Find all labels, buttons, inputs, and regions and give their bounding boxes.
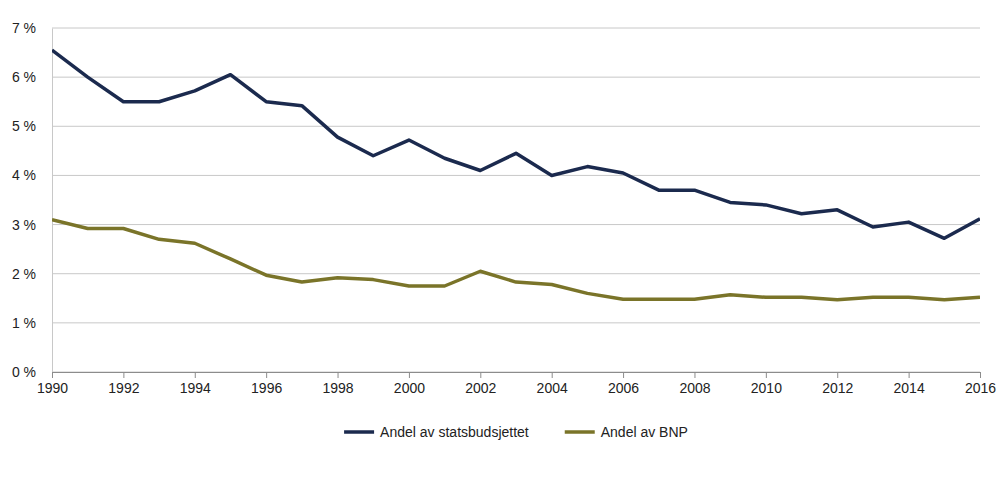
grid-line [52,224,980,225]
y-tick: 5 % [12,118,52,134]
y-tick: 6 % [12,69,52,85]
y-tick: 1 % [12,315,52,331]
y-tick-label: 2 % [12,266,36,282]
x-tick-mark [409,372,410,378]
x-tick-label: 2004 [537,380,568,396]
x-tick: 1996 [251,372,282,396]
grid-line [52,175,980,176]
x-tick: 2002 [465,372,496,396]
x-tick-label: 2012 [822,380,853,396]
chart: 0 % 1 % 2 % 3 % 4 % 5 % 6 % 7 % 1990 1992 1994 1996… [0,0,1000,487]
x-tick-label: 2000 [394,380,425,396]
legend-label: Andel av BNP [601,424,688,440]
x-tick: 2006 [608,372,639,396]
x-tick-label: 1996 [251,380,282,396]
x-tick-label: 1994 [180,380,211,396]
series-line [52,220,980,300]
x-tick-mark [980,372,981,378]
legend-item: Andel av statsbudsjettet [344,424,529,440]
y-tick-label: 1 % [12,315,36,331]
y-tick-label: 0 % [12,364,36,380]
x-tick-label: 2014 [894,380,925,396]
x-tick-label: 1992 [108,380,139,396]
x-tick-mark [480,372,481,378]
x-tick: 2012 [822,372,853,396]
x-tick-mark [766,372,767,378]
y-tick: 7 % [12,20,52,36]
x-tick: 1994 [180,372,211,396]
y-tick: 0 % [12,364,52,380]
x-tick-label: 2006 [608,380,639,396]
x-tick-mark [338,372,339,378]
x-tick: 2004 [537,372,568,396]
legend-swatch [344,430,374,434]
y-tick: 2 % [12,266,52,282]
plot-area [52,50,980,300]
x-tick: 2014 [894,372,925,396]
x-axis-line [53,373,981,379]
x-tick: 1990 [37,372,68,396]
x-tick-mark [623,372,624,378]
x-tick-mark [837,372,838,378]
y-axis: 0 % 1 % 2 % 3 % 4 % 5 % 6 % 7 % [12,20,53,380]
x-axis: 1990 1992 1994 1996 1998 2000 2002 2004 2006 2008… [37,372,996,396]
legend-swatch [565,430,595,434]
x-tick-label: 2016 [965,380,996,396]
y-tick-label: 4 % [12,167,36,183]
y-axis-line [52,29,53,373]
legend-item: Andel av BNP [565,424,688,440]
series-line [52,50,980,238]
x-tick: 2008 [679,372,710,396]
y-tick: 4 % [12,167,52,183]
x-tick-mark [694,372,695,378]
x-tick-label: 2008 [679,380,710,396]
legend-label: Andel av statsbudsjettet [380,424,529,440]
y-tick-label: 5 % [12,118,36,134]
grid-line [52,322,980,323]
x-tick: 1992 [108,372,139,396]
x-tick: 2010 [751,372,782,396]
x-tick-mark [123,372,124,378]
x-tick: 2016 [965,372,996,396]
x-tick: 2000 [394,372,425,396]
x-tick-mark [552,372,553,378]
x-tick-label: 1998 [322,380,353,396]
x-tick: 1998 [322,372,353,396]
x-tick-mark [909,372,910,378]
grid-line [52,28,980,29]
x-tick-mark [195,372,196,378]
y-tick-label: 7 % [12,20,36,36]
grid-line [52,77,980,78]
grid [52,28,980,372]
x-tick-mark [266,372,267,378]
grid-line [52,273,980,274]
y-tick-label: 6 % [12,69,36,85]
y-tick: 3 % [12,217,52,233]
legend: Andel av statsbudsjettet Andel av BNP [344,424,688,440]
grid-line [52,126,980,127]
x-tick-mark [52,372,53,378]
x-tick-label: 2002 [465,380,496,396]
x-tick-label: 2010 [751,380,782,396]
x-tick-label: 1990 [37,380,68,396]
y-tick-label: 3 % [12,217,36,233]
